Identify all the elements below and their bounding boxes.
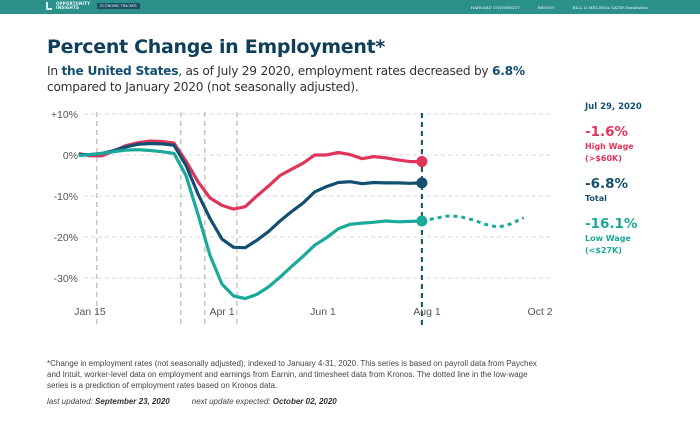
- y-tick-label: -30%: [53, 273, 78, 285]
- total-label: Total: [585, 194, 607, 203]
- low-wage-range: (<$27K): [585, 246, 622, 255]
- page-title: Percent Change in Employment*: [47, 36, 385, 58]
- y-tick-label: -10%: [53, 191, 78, 203]
- x-tick-label: Jan 15: [74, 306, 106, 318]
- partner-logos: HARVARD UNIVERSITY BROWN BILL & MELINDA …: [471, 2, 700, 12]
- harvard-logo: HARVARD UNIVERSITY: [470, 4, 520, 10]
- panel-item-total[interactable]: -6.8% Total: [585, 176, 642, 204]
- endpoint-marker: [416, 177, 428, 189]
- series-lines: [78, 139, 525, 301]
- series-line-low: [78, 148, 424, 301]
- x-axis-ticks: Jan 15 Apr 1 Jun 1 Aug 1 Oct 2: [74, 306, 552, 318]
- brown-logo: BROWN: [537, 4, 555, 10]
- x-tick-label: Apr 1: [209, 306, 234, 318]
- top-bar: OPPORTUNITY INSIGHTS ECONOMIC TRACKER HA…: [0, 0, 700, 14]
- opportunity-insights-logo[interactable]: OPPORTUNITY INSIGHTS ECONOMIC TRACKER: [46, 2, 140, 10]
- high-wage-label: High Wage: [585, 142, 634, 151]
- y-tick-label: 0%: [63, 150, 78, 162]
- logo-mark-icon: [46, 2, 52, 10]
- low-wage-value: -16.1%: [585, 216, 638, 232]
- series-line-total: [78, 141, 424, 250]
- y-axis-ticks: +10% 0% -10% -20% -30%: [51, 109, 78, 285]
- panel-date: Jul 29, 2020: [585, 102, 642, 112]
- panel-item-high-wage[interactable]: -1.6% High Wage (>$60K): [585, 124, 642, 164]
- y-tick-label: +10%: [51, 109, 78, 121]
- series-line-low-wage-prediction: [421, 214, 525, 229]
- last-updated-date: September 23, 2020: [95, 397, 170, 406]
- subtitle: In the United States, as of July 29 2020…: [47, 64, 525, 94]
- endpoint-markers: [416, 156, 428, 227]
- high-wage-range: (>$60K): [585, 154, 622, 163]
- x-tick-label: Oct 2: [527, 306, 552, 318]
- x-tick-label: Jun 1: [310, 306, 336, 318]
- summary-panel: Jul 29, 2020 -1.6% High Wage (>$60K) -6.…: [585, 102, 642, 256]
- next-update-date: October 02, 2020: [272, 397, 337, 406]
- logo-text: OPPORTUNITY INSIGHTS: [56, 1, 91, 10]
- x-tick-label: Aug 1: [413, 306, 441, 318]
- total-value: -6.8%: [585, 176, 629, 192]
- headline-value: 6.8%: [492, 64, 525, 78]
- endpoint-marker: [416, 215, 428, 227]
- low-wage-label: Low Wage: [585, 234, 631, 243]
- endpoint-marker: [416, 156, 428, 168]
- footnote: *Change in employment rates (not seasona…: [47, 359, 537, 390]
- region-selector[interactable]: the United States: [61, 64, 179, 78]
- update-info: last updated: September 23, 2020 next upd…: [47, 397, 337, 406]
- panel-item-low-wage[interactable]: -16.1% Low Wage (<$27K): [585, 216, 642, 256]
- employment-chart: +10% 0% -10% -20% -30% Jan 15 Apr 1 Jun 1 Aug 1…: [51, 109, 553, 328]
- grid: [84, 113, 552, 279]
- economic-tracker-tag[interactable]: ECONOMIC TRACKER: [97, 3, 140, 9]
- y-tick-label: -20%: [53, 232, 78, 244]
- reference-lines: [96, 112, 423, 328]
- gates-foundation-logo: BILL & MELINDA GATES foundation: [572, 4, 648, 10]
- high-wage-value: -1.6%: [585, 124, 629, 140]
